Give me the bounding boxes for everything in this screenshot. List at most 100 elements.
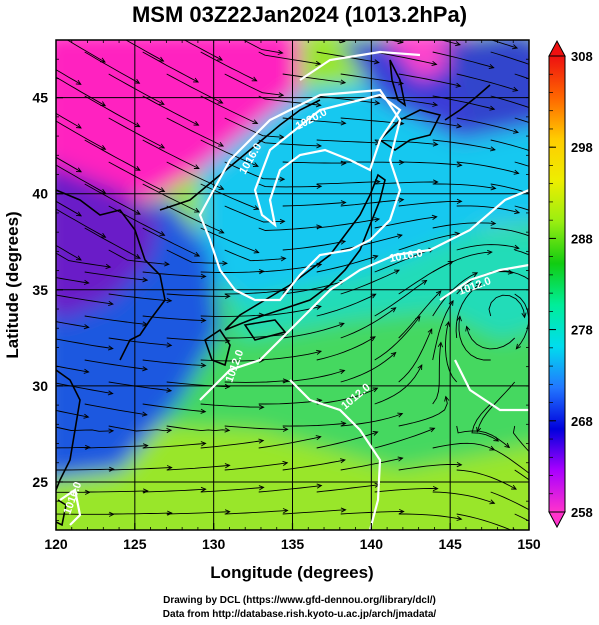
streamline — [340, 413, 403, 427]
streamline-arrow — [259, 532, 264, 536]
streamline — [224, 117, 284, 138]
streamline — [374, 248, 434, 273]
streamline-arrow — [340, 239, 347, 245]
streamline — [432, 183, 496, 189]
streamline — [51, 558, 114, 560]
streamline — [166, 337, 230, 342]
streamline — [573, 470, 599, 510]
streamline — [432, 95, 495, 110]
isobar-1016-c — [59, 488, 82, 526]
streamline — [84, 359, 148, 370]
streamline-arrow — [489, 546, 494, 550]
streamline-arrow — [83, 413, 90, 419]
streamline-arrow — [143, 488, 149, 494]
streamline-arrow — [166, 427, 173, 434]
streamline — [282, 369, 345, 383]
streamline — [200, 139, 259, 167]
streamline — [573, 250, 599, 297]
streamline — [258, 95, 321, 106]
streamline-arrow — [455, 41, 462, 47]
streamline-arrow — [372, 430, 379, 436]
streamline-arrow — [252, 119, 259, 125]
streamline — [398, 73, 461, 87]
streamline-arrow — [42, 234, 47, 238]
streamline-arrow — [489, 499, 496, 505]
streamline — [142, 488, 206, 493]
streamline — [142, 403, 206, 413]
streamline-arrow — [75, 123, 82, 129]
streamline-arrow — [258, 485, 265, 491]
streamline — [108, 205, 165, 236]
streamline — [242, 40, 283, 54]
streamline-arrow — [76, 211, 83, 217]
streamline — [0, 96, 22, 129]
coast-sakhalin — [389, 59, 407, 107]
streamline — [455, 283, 482, 339]
streamline — [108, 73, 165, 105]
streamline-arrow — [396, 233, 403, 239]
streamline — [398, 396, 448, 427]
streamline-arrow — [218, 141, 225, 147]
streamline-arrow — [166, 342, 173, 348]
streamline — [490, 40, 518, 49]
streamline-arrow — [200, 441, 207, 447]
streamline — [573, 74, 599, 101]
streamline-arrow — [472, 272, 479, 278]
streamline-arrow — [490, 220, 497, 226]
streamline — [282, 509, 346, 515]
streamline — [142, 315, 206, 321]
streamline-arrow — [167, 557, 172, 561]
streamline — [200, 270, 264, 273]
chart-title: MSM 03Z22Jan2024 (1013.2hPa) — [131, 2, 468, 27]
streamline — [432, 272, 478, 317]
streamline — [514, 513, 529, 522]
colorbar-tick-label: 308 — [571, 49, 593, 64]
streamline-arrow — [253, 248, 260, 254]
coast-russia — [159, 99, 321, 211]
streamline — [166, 73, 223, 104]
x-tick-label: 135 — [281, 536, 305, 552]
streamline — [56, 321, 89, 328]
streamline — [432, 222, 496, 229]
streamline-arrow — [340, 507, 347, 513]
streamline-arrow — [544, 556, 549, 560]
streamline — [282, 201, 346, 207]
streamline — [456, 469, 517, 490]
streamline-arrow — [217, 55, 224, 61]
streamline-arrow — [217, 98, 224, 104]
streamline — [56, 200, 82, 217]
streamline-arrow — [507, 269, 514, 275]
streamline-arrow — [399, 508, 405, 515]
streamline-arrow — [283, 556, 288, 560]
streamline-arrow — [279, 218, 286, 225]
streamline-arrow — [592, 348, 596, 353]
streamline-arrow — [75, 79, 82, 85]
streamline-arrow — [166, 297, 173, 304]
x-axis-label: Longitude (degrees) — [210, 563, 373, 582]
streamline-arrow — [109, 466, 115, 472]
streamline — [490, 270, 529, 281]
streamline — [374, 51, 437, 65]
streamline-arrow — [107, 390, 114, 396]
isobar-1016-a — [198, 88, 402, 302]
streamline-arrow — [568, 181, 573, 185]
streamline-arrow — [538, 479, 543, 483]
streamline-arrow — [42, 146, 47, 150]
streamline — [125, 40, 164, 62]
coast-japan-shikoku — [243, 319, 287, 341]
streamline-arrow — [159, 231, 166, 236]
streamline-arrow — [432, 485, 439, 492]
y-tick-label: 25 — [32, 474, 48, 490]
streamline — [258, 263, 322, 273]
x-axis: 120 125 130 135 140 145 150 — [44, 40, 541, 552]
streamline — [374, 488, 438, 493]
y-tick-label: 40 — [32, 186, 48, 202]
streamline — [398, 200, 462, 207]
streamline-arrow — [258, 312, 265, 318]
streamline-arrow — [282, 426, 289, 432]
streamline — [374, 364, 423, 405]
streamline-arrow — [316, 143, 323, 149]
streamline — [398, 464, 462, 471]
streamline-arrow — [200, 362, 207, 368]
streamline — [224, 289, 288, 295]
